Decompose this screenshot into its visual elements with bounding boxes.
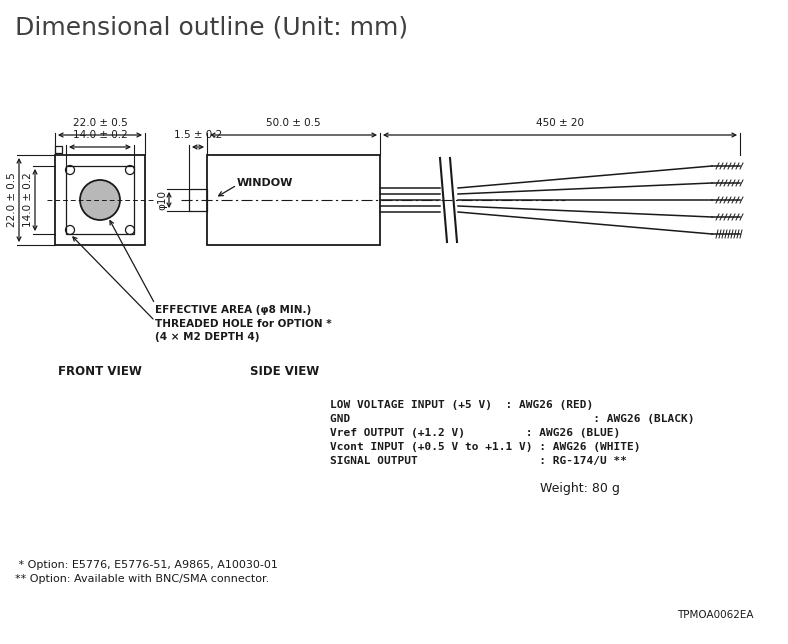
Text: 14.0 ± 0.2: 14.0 ± 0.2 [72,130,128,140]
Text: (4 × M2 DEPTH 4): (4 × M2 DEPTH 4) [155,332,259,342]
Text: 14.0 ± 0.2: 14.0 ± 0.2 [23,173,33,227]
Circle shape [80,180,120,220]
Text: GND                                    : AWG26 (BLACK): GND : AWG26 (BLACK) [330,414,694,424]
Text: SIDE VIEW: SIDE VIEW [251,365,319,378]
Text: THREADED HOLE for OPTION *: THREADED HOLE for OPTION * [155,319,332,329]
Text: FRONT VIEW: FRONT VIEW [58,365,142,378]
Text: SIGNAL OUTPUT                  : RG-174/U **: SIGNAL OUTPUT : RG-174/U ** [330,456,627,466]
Text: TPMOA0062EA: TPMOA0062EA [677,610,753,620]
Text: ** Option: Available with BNC/SMA connector.: ** Option: Available with BNC/SMA connec… [15,574,269,584]
Text: 450 ± 20: 450 ± 20 [536,118,584,128]
Text: φ10: φ10 [157,190,167,210]
Text: Vref OUTPUT (+1.2 V)         : AWG26 (BLUE): Vref OUTPUT (+1.2 V) : AWG26 (BLUE) [330,428,620,438]
Text: 22.0 ± 0.5: 22.0 ± 0.5 [72,118,128,128]
Text: 50.0 ± 0.5: 50.0 ± 0.5 [266,118,321,128]
Text: Dimensional outline (Unit: mm): Dimensional outline (Unit: mm) [15,15,408,39]
Text: LOW VOLTAGE INPUT (+5 V)  : AWG26 (RED): LOW VOLTAGE INPUT (+5 V) : AWG26 (RED) [330,400,593,410]
Text: Vcont INPUT (+0.5 V to +1.1 V) : AWG26 (WHITE): Vcont INPUT (+0.5 V to +1.1 V) : AWG26 (… [330,442,641,452]
Text: WINDOW: WINDOW [237,178,293,188]
Text: 22.0 ± 0.5: 22.0 ± 0.5 [7,173,17,227]
Text: Weight: 80 g: Weight: 80 g [540,482,620,495]
Text: 1.5 ± 0.2: 1.5 ± 0.2 [174,130,222,140]
Text: * Option: E5776, E5776-51, A9865, A10030-01: * Option: E5776, E5776-51, A9865, A10030… [15,560,278,570]
Text: EFFECTIVE AREA (φ8 MIN.): EFFECTIVE AREA (φ8 MIN.) [155,305,311,315]
